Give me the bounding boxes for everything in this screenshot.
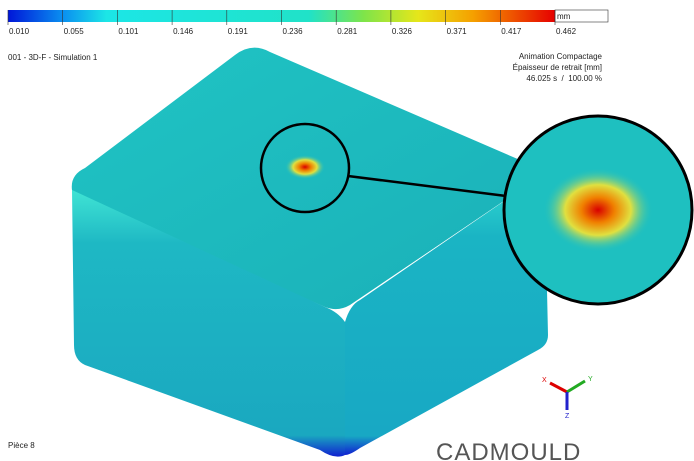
axis-z: Z xyxy=(565,413,570,420)
colorbar-tick-label: 0.010 xyxy=(9,27,30,36)
colorbar-tick-label: 0.417 xyxy=(501,27,522,36)
simulation-name: 001 - 3D-F - Simulation 1 xyxy=(8,53,98,62)
axis-triad: X Y Z xyxy=(542,376,593,420)
axis-x: X xyxy=(542,377,547,384)
animation-name: Animation Compactage xyxy=(519,52,603,61)
colorbar-tick-label: 0.462 xyxy=(556,27,577,36)
colorbar-tick-label: 0.101 xyxy=(118,27,139,36)
colorbar-tick-label: 0.326 xyxy=(392,27,413,36)
logo: CADMOULD xyxy=(436,439,581,461)
colorbar-tick-label: 0.236 xyxy=(283,27,304,36)
axis-y: Y xyxy=(588,376,593,383)
colorbar-tick-label: 0.191 xyxy=(228,27,249,36)
part-model xyxy=(72,48,694,457)
colorbar-tick-label: 0.146 xyxy=(173,27,194,36)
time: 46.025 s / 100.00 % xyxy=(526,74,602,83)
colorbar-tick-label: 0.055 xyxy=(64,27,85,36)
part-name: Pièce 8 xyxy=(8,441,35,450)
colorbar-tick-label: 0.281 xyxy=(337,27,358,36)
screen: mm 0.010 0.055 0.101 0.146 0.191 0.236 0.281 0.… xyxy=(0,0,694,461)
colorbar-unit: mm xyxy=(557,12,571,21)
quantity: Épaisseur de retrait [mm] xyxy=(513,63,602,72)
colorbar-tick-label: 0.371 xyxy=(447,27,468,36)
